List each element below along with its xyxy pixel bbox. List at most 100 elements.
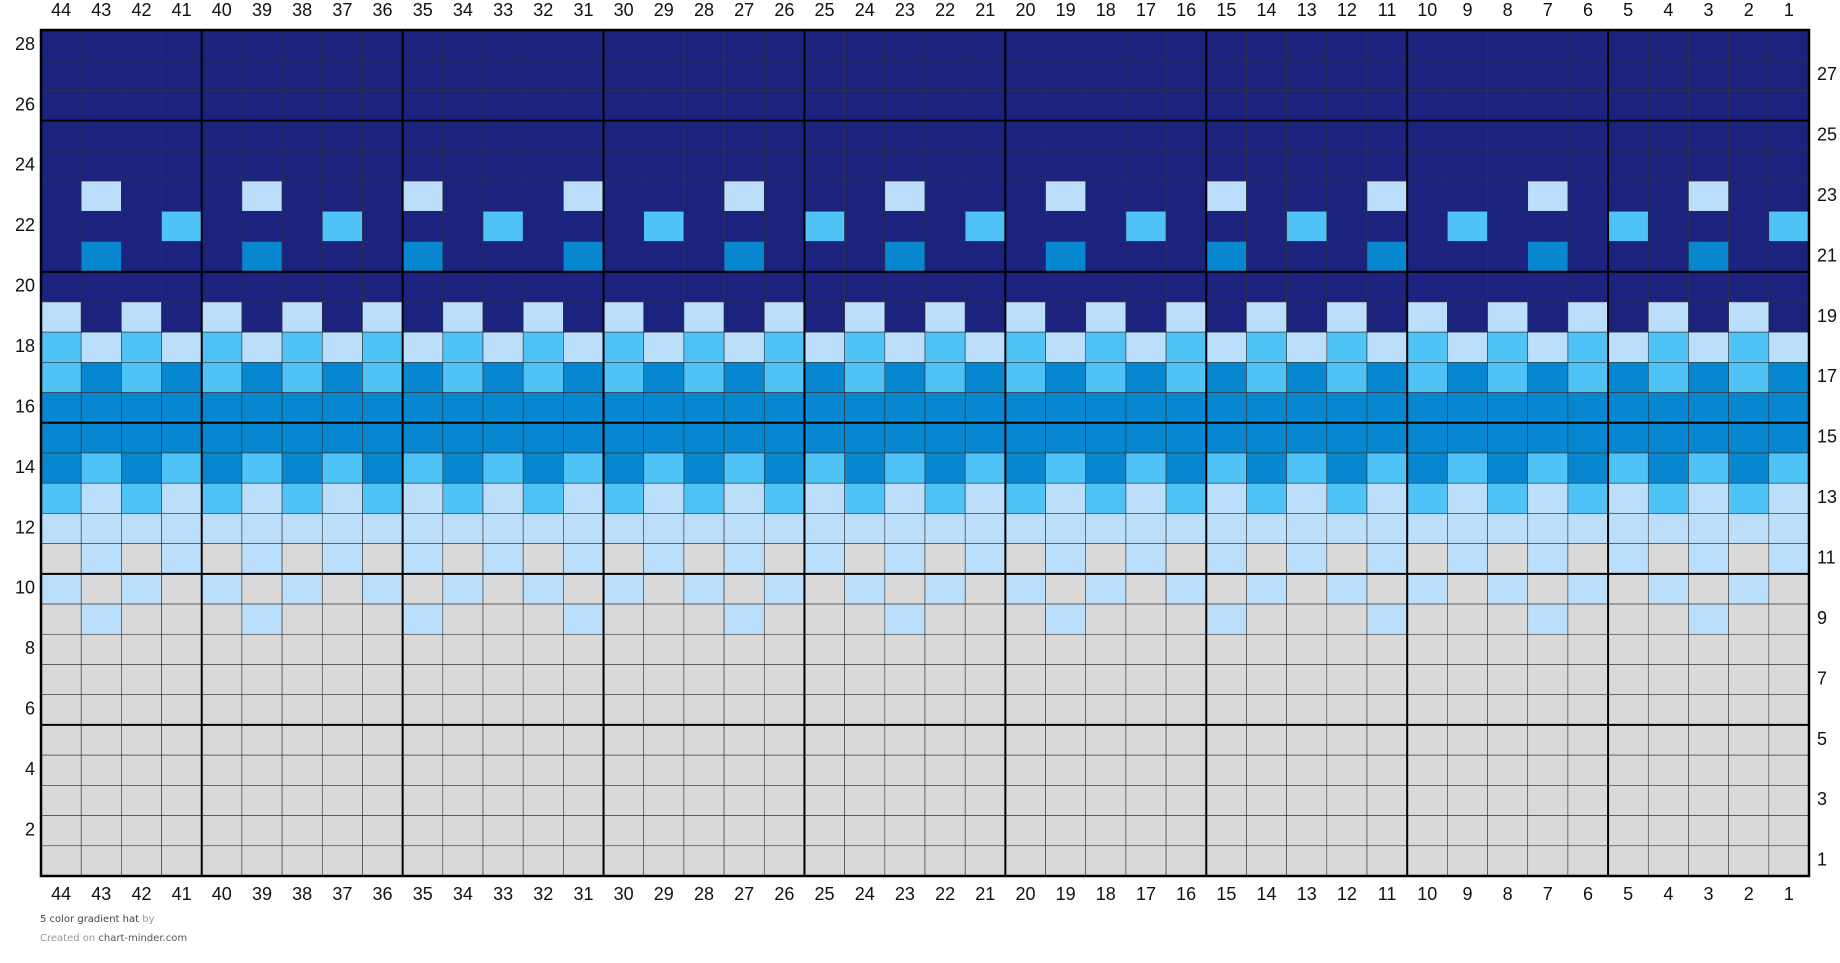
stitch-cell: [1607, 392, 1649, 424]
stitch-cell: [1326, 422, 1368, 454]
stitch-cell: [1286, 210, 1328, 242]
stitch-cell: [1406, 210, 1448, 242]
stitch-cell: [763, 633, 805, 665]
stitch-cell: [603, 150, 645, 182]
stitch-cell: [964, 392, 1006, 424]
stitch-cell: [80, 482, 122, 514]
stitch-cell: [1045, 724, 1087, 756]
stitch-cell: [1768, 815, 1810, 847]
stitch-cell: [1085, 573, 1127, 605]
stitch-cell: [1647, 754, 1689, 786]
footer-site[interactable]: chart-minder.com: [98, 933, 187, 944]
stitch-cell: [683, 210, 725, 242]
stitch-cell: [1286, 452, 1328, 484]
stitch-cell: [281, 603, 323, 635]
stitch-cell: [683, 59, 725, 91]
stitch-cell: [1647, 724, 1689, 756]
stitch-cell: [804, 845, 845, 877]
stitch-cell: [1005, 271, 1046, 303]
stitch-cell: [1688, 754, 1729, 786]
column-label: 6: [1583, 884, 1593, 904]
stitch-cell: [924, 724, 966, 756]
stitch-cell: [683, 422, 725, 454]
column-label: 13: [1297, 0, 1317, 20]
stitch-cell: [161, 392, 203, 424]
stitch-cell: [442, 513, 484, 544]
stitch-cell: [281, 785, 323, 816]
stitch-cell: [161, 513, 203, 544]
stitch-cell: [1085, 362, 1127, 393]
stitch-cell: [241, 513, 283, 544]
stitch-cell: [321, 362, 363, 393]
stitch-cell: [1366, 754, 1408, 786]
stitch-cell: [482, 271, 524, 303]
stitch-cell: [1567, 29, 1609, 61]
stitch-cell: [1125, 150, 1167, 182]
stitch-cell: [844, 633, 886, 665]
stitch-cell: [442, 331, 484, 363]
stitch-cell: [1688, 815, 1729, 847]
stitch-cell: [763, 754, 805, 786]
stitch-cell: [1165, 573, 1207, 605]
stitch-cell: [1527, 271, 1569, 303]
stitch-cell: [1688, 482, 1729, 514]
stitch-cell: [563, 241, 604, 273]
stitch-cell: [1647, 29, 1689, 61]
stitch-cell: [121, 482, 162, 514]
stitch-cell: [1246, 331, 1287, 363]
stitch-cell: [1567, 543, 1609, 575]
stitch-cell: [281, 120, 323, 152]
stitch-cell: [121, 452, 162, 484]
stitch-cell: [241, 90, 283, 121]
stitch-cell: [1728, 150, 1770, 182]
stitch-cell: [1326, 633, 1368, 665]
stitch-cell: [1045, 422, 1087, 454]
row-label: 18: [15, 336, 35, 356]
stitch-cell: [40, 90, 82, 121]
stitch-cell: [1567, 150, 1609, 182]
stitch-cell: [40, 271, 82, 303]
stitch-cell: [804, 754, 845, 786]
stitch-cell: [804, 392, 845, 424]
stitch-cell: [844, 241, 886, 273]
stitch-cell: [281, 452, 323, 484]
stitch-cell: [1005, 301, 1046, 333]
stitch-cell: [1406, 754, 1448, 786]
column-label: 42: [131, 0, 151, 20]
stitch-cell: [1246, 59, 1287, 91]
stitch-cell: [723, 331, 765, 363]
stitch-cell: [884, 845, 926, 877]
stitch-cell: [1005, 694, 1046, 726]
stitch-cell: [1768, 633, 1810, 665]
stitch-cell: [1607, 603, 1649, 635]
stitch-cell: [964, 845, 1006, 877]
stitch-cell: [1085, 241, 1127, 273]
stitch-cell: [1366, 241, 1408, 273]
stitch-cell: [603, 845, 645, 877]
column-label: 8: [1503, 0, 1513, 20]
stitch-cell: [121, 633, 162, 665]
stitch-cell: [643, 633, 685, 665]
stitch-cell: [1447, 422, 1488, 454]
row-label: 22: [15, 215, 35, 235]
stitch-cell: [1527, 603, 1569, 635]
stitch-cell: [603, 301, 645, 333]
stitch-cell: [804, 633, 845, 665]
stitch-cell: [1688, 29, 1729, 61]
stitch-cell: [1647, 664, 1689, 696]
stitch-cell: [1326, 785, 1368, 816]
stitch-cell: [80, 150, 122, 182]
stitch-cell: [723, 59, 765, 91]
stitch-cell: [1768, 150, 1810, 182]
stitch-cell: [1005, 392, 1046, 424]
row-label: 14: [15, 457, 35, 477]
stitch-cell: [1085, 120, 1127, 152]
stitch-cell: [1366, 422, 1408, 454]
stitch-cell: [40, 482, 82, 514]
stitch-cell: [1125, 815, 1167, 847]
stitch-cell: [362, 815, 403, 847]
stitch-cell: [1165, 210, 1207, 242]
stitch-cell: [1165, 845, 1207, 877]
stitch-cell: [1246, 815, 1287, 847]
stitch-cell: [683, 845, 725, 877]
